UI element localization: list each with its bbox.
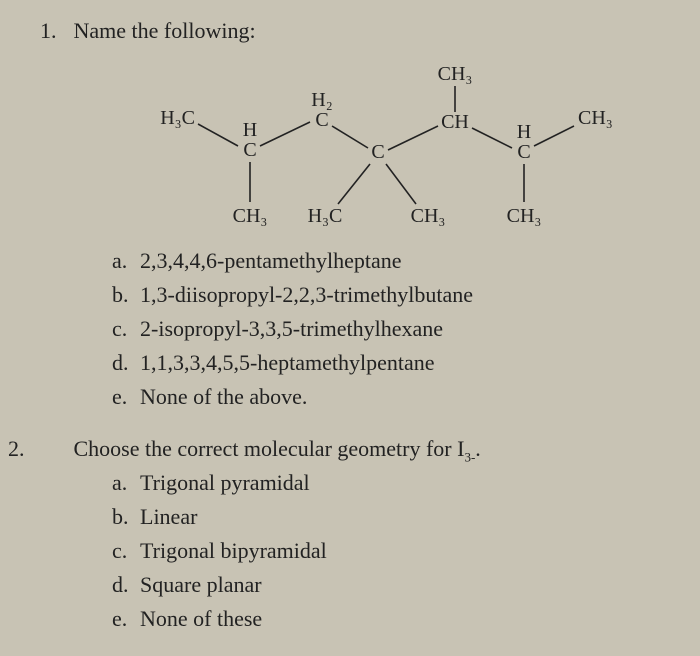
lbl-ch3-topr: CH₃ [438, 63, 473, 85]
svg-text:CH₃: CH₃ [233, 205, 268, 227]
q1-option-d: d.1,1,3,3,4,5,5-heptamethylpentane [112, 346, 680, 380]
lbl-ch3-b1: CH₃ [233, 205, 268, 227]
svg-text:H₂: H₂ [311, 89, 332, 111]
q1-option-e: e.None of the above. [112, 380, 680, 414]
q1-options: a.2,3,4,4,6-pentamethylheptane b.1,3-dii… [112, 244, 680, 414]
lbl-ch-right: CH [441, 111, 469, 133]
q2-block: 2. Choose the correct molecular geometry… [40, 436, 680, 636]
svg-text:CH₃: CH₃ [578, 107, 613, 129]
svg-text:CH: CH [441, 111, 469, 133]
q1-stem: Name the following: [74, 18, 256, 43]
svg-text:C: C [315, 109, 328, 131]
q2-option-b: b.Linear [112, 500, 680, 534]
page: 1. Name the following: H₃C H C CH₃ H₂ C … [0, 0, 700, 656]
q2-option-c: c.Trigonal bipyramidal [112, 534, 680, 568]
lbl-h3c-b2: H₃C [308, 205, 343, 227]
lbl-c-mid: C [371, 141, 384, 163]
q2-stem-row: 2. Choose the correct molecular geometry… [72, 436, 680, 465]
lbl-ch3-farr: CH₃ [578, 107, 613, 129]
lbl-ch3-b3: CH₃ [411, 205, 446, 227]
q1-number: 1. [40, 18, 68, 44]
svg-text:H: H [517, 121, 531, 143]
lbl-ch3-b4: CH₃ [507, 205, 542, 227]
q2-stem-suffix: . [475, 436, 481, 461]
svg-text:H: H [243, 119, 257, 141]
svg-text:CH₃: CH₃ [411, 205, 446, 227]
svg-text:C: C [517, 141, 530, 163]
lbl-h3c-left: H₃C [160, 107, 195, 129]
lbl-c-left: C [243, 139, 256, 161]
q2-option-e: e.None of these [112, 602, 680, 636]
lbl-h-right: H [517, 121, 531, 143]
svg-text:H₃C: H₃C [308, 205, 343, 227]
q1-option-b: b.1,3-diisopropyl-2,2,3-trimethylbutane [112, 278, 680, 312]
svg-text:C: C [371, 141, 384, 163]
q2-number: 2. [40, 436, 68, 462]
q2-stem-sub: 3- [464, 450, 475, 465]
q1-stem-row: 1. Name the following: [40, 18, 680, 44]
lbl-c-top: C [315, 109, 328, 131]
q2-stem-prefix: Choose the correct molecular geometry fo… [74, 436, 465, 461]
lbl-h-left: H [243, 119, 257, 141]
q1-option-a: a.2,3,4,4,6-pentamethylheptane [112, 244, 680, 278]
svg-text:CH₃: CH₃ [438, 63, 473, 85]
q1-option-c: c.2-isopropyl-3,3,5-trimethylhexane [112, 312, 680, 346]
svg-text:CH₃: CH₃ [507, 205, 542, 227]
svg-text:C: C [243, 139, 256, 161]
lbl-h2-top: H₂ [311, 89, 332, 111]
q1-structure-diagram: H₃C H C CH₃ H₂ C C H₃C CH₃ CH [100, 54, 620, 244]
q2-option-a: a.Trigonal pyramidal [112, 466, 680, 500]
svg-text:H₃C: H₃C [160, 107, 195, 129]
lbl-c-right: C [517, 141, 530, 163]
q2-options: a.Trigonal pyramidal b.Linear c.Trigonal… [112, 466, 680, 636]
q2-option-d: d.Square planar [112, 568, 680, 602]
